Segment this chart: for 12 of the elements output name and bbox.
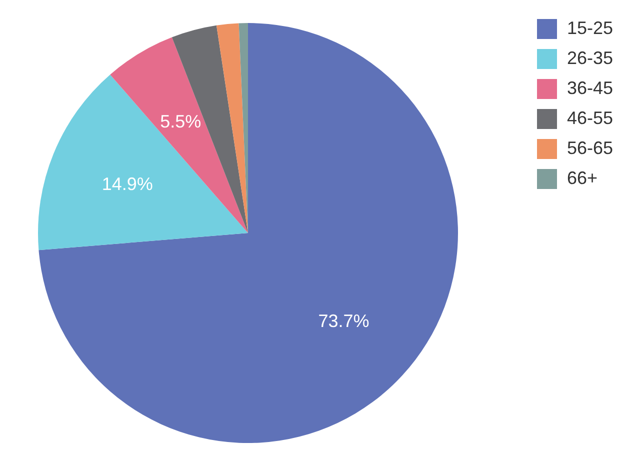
legend-label: 66+	[566, 168, 598, 188]
legend-label: 56-65	[566, 138, 613, 158]
data-label: 73.7%	[318, 311, 370, 332]
pie-slice	[216, 23, 248, 233]
data-label: 5.5%	[160, 112, 202, 132]
legend-label: 36-45	[566, 78, 613, 98]
legend-label: 46-55	[566, 108, 613, 128]
pie-slice	[38, 23, 458, 443]
pie-slice	[38, 74, 248, 250]
legend-label: 26-35	[566, 48, 613, 68]
data-label: 14.9%	[102, 174, 153, 194]
legend-label: 15-25	[566, 18, 613, 38]
